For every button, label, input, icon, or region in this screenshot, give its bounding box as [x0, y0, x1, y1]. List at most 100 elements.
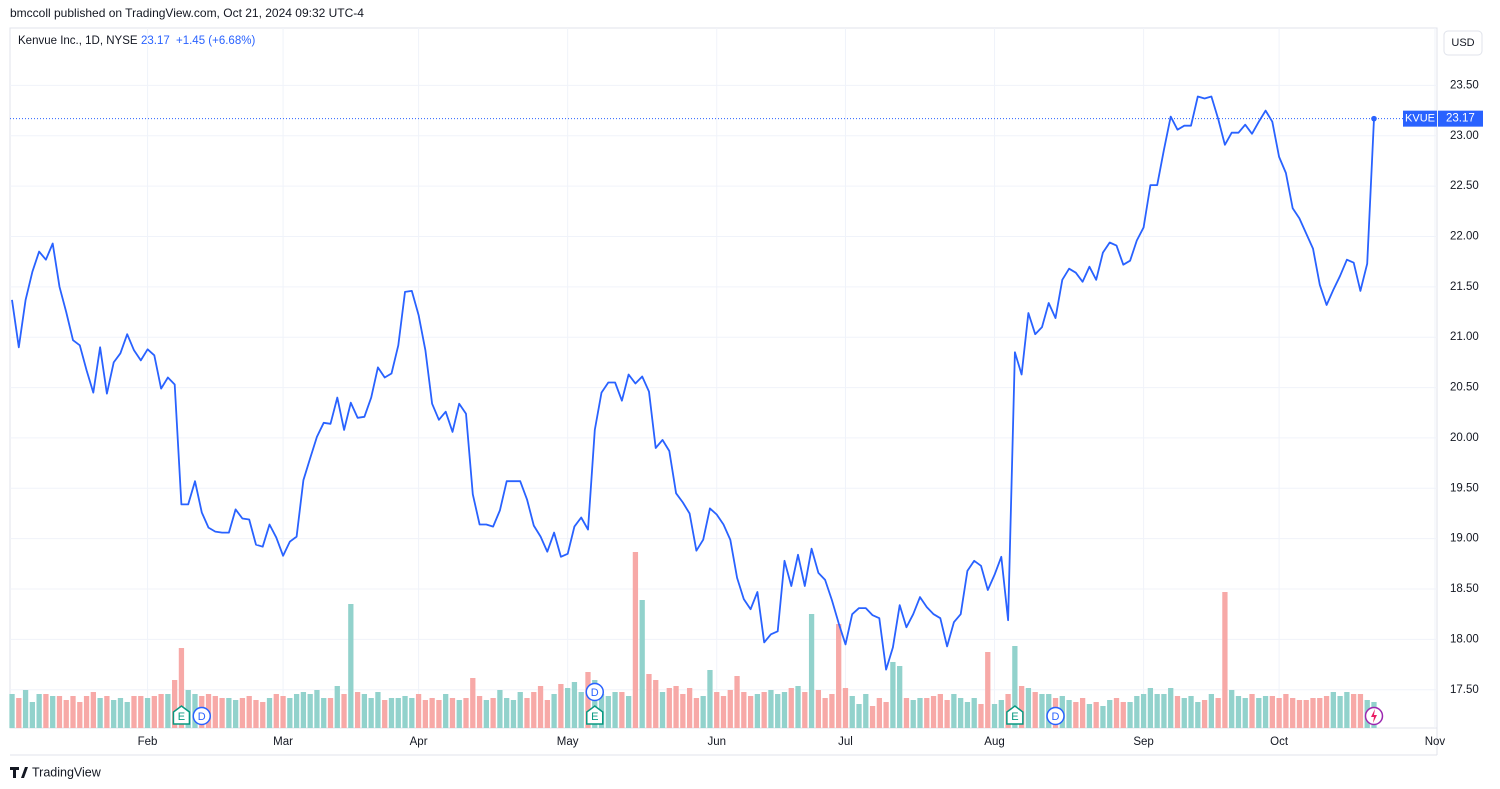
volume-bar	[551, 694, 557, 728]
volume-bar	[239, 698, 246, 728]
volume-bar	[1093, 702, 1099, 728]
volume-bar	[246, 696, 252, 728]
legend-symbol: Kenvue Inc., 1D, NYSE	[18, 35, 138, 47]
x-tick-label: Mar	[273, 736, 293, 748]
volume-bar	[1357, 694, 1364, 728]
y-tick-label: 17.50	[1450, 684, 1479, 696]
volume-bar	[883, 702, 889, 728]
volume-bar	[497, 690, 503, 728]
volume-bar	[1344, 692, 1350, 728]
x-tick-label: Feb	[138, 736, 158, 748]
volume-bar	[50, 696, 56, 728]
y-tick-label: 21.50	[1450, 281, 1479, 293]
volume-bar	[185, 690, 191, 728]
volume-bar	[930, 696, 937, 728]
volume-bar	[937, 694, 943, 728]
volume-bar	[795, 686, 801, 728]
volume-bar	[673, 686, 679, 728]
x-tick-label: Apr	[410, 736, 428, 748]
volume-bar	[436, 700, 442, 728]
volume-bar	[856, 704, 862, 728]
volume-bar	[822, 698, 828, 728]
volume-bar	[876, 698, 882, 728]
volume-bar	[761, 692, 767, 728]
volume-bar	[1127, 702, 1133, 728]
legend-change: +1.45 (+6.68%)	[176, 35, 255, 47]
volume-bar	[700, 696, 706, 728]
volume-bar	[1303, 700, 1309, 728]
volume-bar	[402, 696, 408, 728]
volume-bar	[1262, 696, 1269, 728]
volume-bar	[1323, 696, 1330, 728]
volume-bar	[1168, 688, 1174, 728]
price-tag	[1438, 110, 1483, 127]
volume-bar	[1120, 702, 1126, 728]
volume-bar	[781, 692, 788, 728]
volume-bar	[754, 694, 761, 728]
volume-bar	[1269, 696, 1275, 728]
volume-bar	[558, 684, 564, 728]
event-label: E	[1011, 711, 1018, 723]
volume-bar	[1229, 690, 1235, 728]
logo-mark	[10, 767, 28, 778]
volume-bar	[443, 694, 449, 728]
volume-bar	[720, 696, 727, 728]
grid	[10, 28, 1437, 728]
volume-bar	[1012, 646, 1018, 728]
volume-bar	[544, 700, 550, 728]
volume-bar	[1188, 696, 1194, 728]
currency-button[interactable]	[1443, 30, 1483, 56]
volume-bar	[734, 676, 740, 728]
currency[interactable]: USD	[1451, 37, 1474, 49]
volume-bar	[449, 698, 456, 728]
price-line	[11, 95, 1375, 671]
volume-bar	[1317, 698, 1323, 728]
volume-bar	[1100, 706, 1106, 728]
volume-bar	[144, 698, 151, 728]
volume-bar	[1140, 694, 1147, 728]
volume-bar	[998, 700, 1004, 728]
volume-bar	[1134, 696, 1140, 728]
volume-bar	[307, 694, 313, 728]
volume-bar	[97, 698, 103, 728]
y-tick-label: 20.00	[1450, 432, 1479, 444]
volume-bar	[327, 698, 334, 728]
volume-bar	[273, 694, 279, 728]
volume-bar	[9, 694, 15, 728]
volume-bar	[659, 692, 666, 728]
y-tick-label: 18.00	[1450, 633, 1479, 645]
volume-bar	[334, 686, 340, 728]
volume-bar	[70, 696, 76, 728]
volume-bar	[1161, 694, 1167, 728]
volume-bar	[63, 700, 69, 728]
y-tick-label: 21.00	[1450, 331, 1479, 343]
event-label: E	[591, 711, 598, 723]
volume-bar	[138, 696, 144, 728]
y-tick-label: 23.00	[1450, 130, 1479, 142]
volume-bar	[802, 692, 808, 728]
volume-bar	[517, 692, 523, 728]
volume-bar	[1079, 698, 1086, 728]
volume-bar	[476, 696, 483, 728]
y-tick-label: 19.00	[1450, 533, 1479, 545]
volume-bar	[714, 692, 720, 728]
volume-bar	[578, 692, 584, 728]
volume-bar	[56, 696, 63, 728]
volume-bar	[36, 694, 42, 728]
volume-bar	[219, 698, 225, 728]
volume-bar	[985, 652, 991, 728]
volume-bar	[1066, 700, 1072, 728]
dividend-marker	[1046, 706, 1065, 726]
volume-bar	[1351, 694, 1357, 728]
volume-bar	[693, 698, 700, 728]
volume-bar	[165, 694, 171, 728]
volume-bar	[788, 688, 794, 728]
volume-bar	[625, 696, 632, 728]
earnings-marker	[172, 705, 191, 725]
legend: Kenvue Inc., 1D, NYSE 23.17 +1.45 (+6.68…	[18, 35, 255, 47]
volume-bar	[321, 698, 327, 728]
volume-bar	[1283, 694, 1289, 728]
volume-bar	[463, 698, 469, 728]
y-tick-label: 20.50	[1450, 382, 1479, 394]
